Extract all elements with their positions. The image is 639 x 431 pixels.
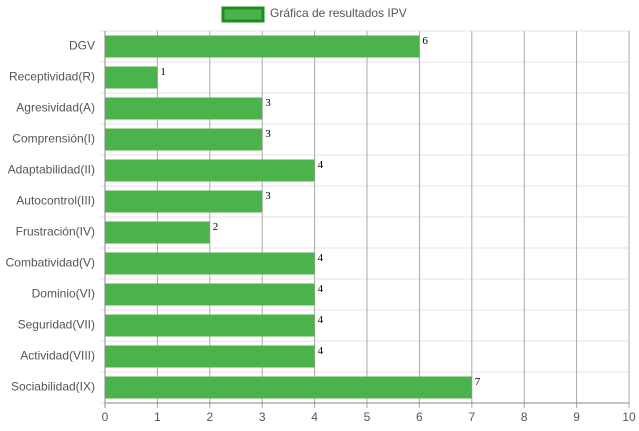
value-label: 3 (265, 128, 271, 140)
value-label: 4 (318, 314, 324, 326)
y-tick-label: Actividad(VIII) (20, 349, 95, 363)
y-tick-label: Sociabilidad(IX) (11, 380, 95, 394)
bar (105, 97, 263, 120)
legend-swatch (221, 6, 265, 23)
bar (105, 159, 315, 182)
value-label: 3 (265, 190, 271, 202)
x-tick-label: 6 (416, 410, 423, 424)
value-label: 4 (318, 252, 324, 264)
bar (105, 314, 315, 337)
value-label: 4 (318, 345, 324, 357)
y-tick-label: Seguridad(VII) (18, 318, 95, 332)
x-tick-label: 1 (154, 410, 161, 424)
y-tick-label: DGV (69, 39, 95, 53)
bar (105, 128, 263, 151)
y-tick-label: Comprensión(I) (12, 132, 95, 146)
x-tick-label: 3 (259, 410, 266, 424)
value-label: 4 (318, 159, 324, 171)
x-tick-label: 8 (521, 410, 528, 424)
x-tick-label: 2 (206, 410, 213, 424)
y-tick-label: Dominio(VI) (32, 287, 95, 301)
x-tick-label: 10 (622, 410, 636, 424)
bar (105, 66, 158, 89)
value-label: 1 (160, 66, 166, 78)
bar (105, 376, 472, 399)
value-label: 6 (422, 35, 428, 47)
y-tick-label: Receptividad(R) (9, 70, 95, 84)
x-tick-label: 5 (364, 410, 371, 424)
value-label: 3 (265, 97, 271, 109)
y-tick-label: Autocontrol(III) (16, 194, 95, 208)
x-tick-label: 0 (102, 410, 109, 424)
value-label: 7 (475, 376, 481, 388)
value-label: 4 (318, 283, 324, 295)
bar (105, 221, 210, 244)
value-label: 2 (213, 221, 219, 233)
x-tick-label: 9 (573, 410, 580, 424)
y-tick-label: Agresividad(A) (16, 101, 95, 115)
x-tick-label: 7 (468, 410, 475, 424)
bar (105, 35, 420, 58)
y-tick-label: Combatividad(V) (6, 256, 95, 270)
y-tick-label: Frustración(IV) (16, 225, 95, 239)
legend-label: Gráfica de resultados IPV (270, 6, 407, 20)
x-tick-label: 4 (311, 410, 318, 424)
bar (105, 252, 315, 275)
bar (105, 190, 263, 213)
bar (105, 283, 315, 306)
y-tick-label: Adaptabilidad(II) (8, 163, 95, 177)
bar (105, 345, 315, 368)
